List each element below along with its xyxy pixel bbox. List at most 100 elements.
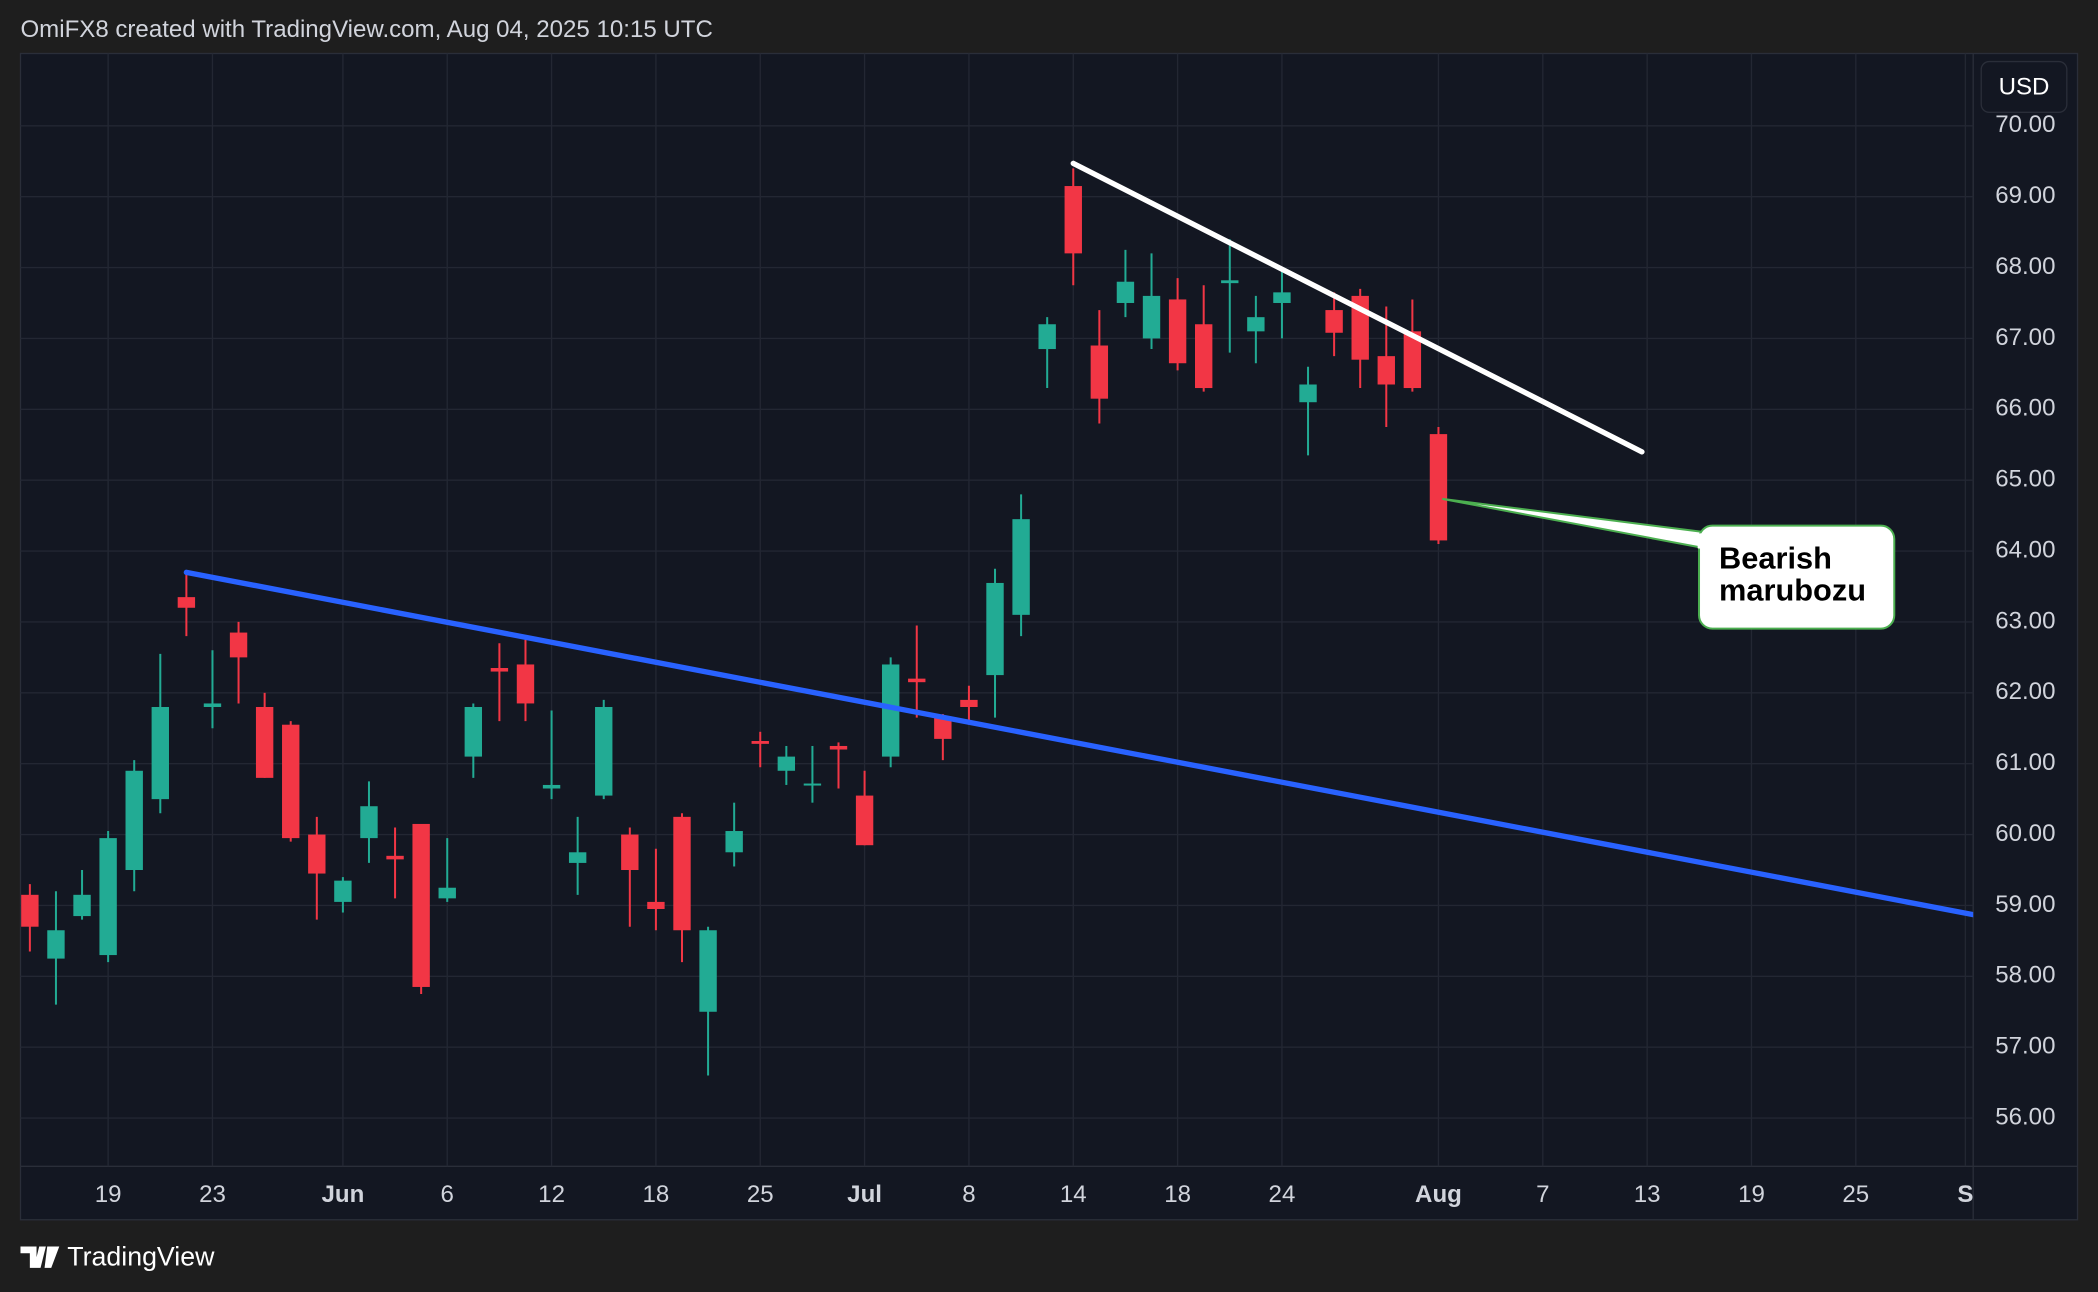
y-tick-label: 66.00 <box>1995 395 2055 422</box>
candle-body <box>21 894 39 927</box>
candle-body <box>829 745 848 750</box>
candle-body <box>255 706 274 778</box>
candle-body <box>960 699 978 707</box>
candle-body <box>1403 331 1422 389</box>
candle-body <box>360 806 378 839</box>
y-tick-label: 60.00 <box>1995 820 2055 847</box>
x-tick-label: 18 <box>643 1181 670 1208</box>
candle-body <box>1194 324 1213 389</box>
candle-body <box>542 784 561 789</box>
x-tick-label: 14 <box>1060 1181 1087 1208</box>
x-tick-label: 8 <box>962 1181 975 1208</box>
x-tick-label: 7 <box>1536 1181 1549 1208</box>
candle-body <box>1273 292 1291 303</box>
axes: 56.00 57.00 58.00 59.00 60.00 61.00 62.00 63.00… <box>95 111 2056 1208</box>
candle-body <box>516 664 535 704</box>
candle-body <box>438 887 456 899</box>
candle-body <box>699 930 717 1012</box>
candle-body <box>464 706 483 757</box>
candle-body <box>568 852 587 863</box>
candle-body <box>725 831 743 853</box>
candle-body <box>1299 384 1317 403</box>
header-title: OmiFX8 created with TradingView.com, Aug… <box>20 16 712 43</box>
trendline <box>1070 160 1645 455</box>
candle-body <box>1325 310 1343 333</box>
candle-body <box>47 930 65 959</box>
candle-body <box>151 706 169 800</box>
brand-logo: TradingView <box>20 1242 215 1272</box>
candle-body <box>673 816 691 931</box>
candle-body <box>1168 299 1187 364</box>
brand-name: TradingView <box>67 1242 215 1272</box>
x-tick-label: 19 <box>1738 1181 1765 1208</box>
y-tick-label: 58.00 <box>1995 962 2055 989</box>
candle-body <box>99 838 117 956</box>
plot <box>21 160 1974 1076</box>
trendline <box>183 569 1974 918</box>
candle-body <box>490 668 509 672</box>
candle-body <box>1429 434 1448 541</box>
candle-body <box>308 834 326 874</box>
candle-body <box>1012 519 1030 615</box>
candle-body <box>1116 281 1135 303</box>
candle-body <box>934 717 952 739</box>
candle-body <box>177 597 196 608</box>
candle-body <box>73 894 91 917</box>
x-tick-label: 24 <box>1269 1181 1296 1208</box>
callout-joint <box>1697 532 1713 550</box>
candle-body <box>647 901 665 909</box>
annotation: Bearish marubozu <box>1442 497 1896 630</box>
y-tick-label: 65.00 <box>1995 466 2055 493</box>
candle-body <box>1090 345 1109 399</box>
x-tick-label: S <box>1957 1181 1973 1208</box>
candle-body <box>125 770 143 871</box>
currency-button[interactable]: USD <box>1980 60 2068 114</box>
candle-body <box>412 823 430 987</box>
y-tick-label: 70.00 <box>1995 111 2055 138</box>
callout-box <box>1698 524 1896 630</box>
y-tick-label: 61.00 <box>1995 749 2055 776</box>
chart-panel <box>19 52 2079 1221</box>
candle-body <box>803 783 822 786</box>
annotation-line: Bearish <box>1719 541 1832 576</box>
candle-body <box>908 678 926 683</box>
x-tick-label: 23 <box>199 1181 226 1208</box>
y-tick-label: 67.00 <box>1995 324 2055 351</box>
x-tick-label: Aug <box>1415 1181 1462 1208</box>
y-tick-label: 64.00 <box>1995 536 2055 563</box>
y-tick-label: 57.00 <box>1995 1033 2055 1060</box>
candle-body <box>334 880 352 902</box>
x-tick-label: 19 <box>95 1181 122 1208</box>
x-tick-label: Jun <box>322 1181 365 1208</box>
candle-body <box>777 756 796 771</box>
candle-body <box>1221 280 1239 284</box>
candle-body <box>1247 317 1265 332</box>
annotation-line: marubozu <box>1719 573 1866 608</box>
currency-button-box[interactable] <box>1980 60 2068 114</box>
candle-body <box>595 706 613 796</box>
y-tick-label: 56.00 <box>1995 1103 2055 1130</box>
candle-body <box>203 703 222 707</box>
x-tick-label: 25 <box>1842 1181 1869 1208</box>
y-tick-label: 59.00 <box>1995 891 2055 918</box>
candle-body <box>1038 324 1056 350</box>
candle-body <box>282 724 300 839</box>
currency-button-label[interactable]: USD <box>1999 74 2050 101</box>
y-tick-label: 62.00 <box>1995 678 2055 705</box>
candle-body <box>751 741 769 744</box>
y-tick-label: 68.00 <box>1995 253 2055 280</box>
candle-body <box>881 664 900 757</box>
x-tick-label: 25 <box>747 1181 774 1208</box>
candle-body <box>986 582 1004 676</box>
candle-body <box>1142 295 1161 339</box>
logo-mark <box>20 1246 60 1268</box>
x-tick-label: 18 <box>1164 1181 1191 1208</box>
y-tick-label: 69.00 <box>1995 182 2055 209</box>
x-tick-label: 6 <box>441 1181 454 1208</box>
x-tick-label: 12 <box>538 1181 565 1208</box>
y-tick-label: 63.00 <box>1995 607 2055 634</box>
x-tick-label: Jul <box>847 1181 882 1208</box>
candle-body <box>229 632 248 658</box>
